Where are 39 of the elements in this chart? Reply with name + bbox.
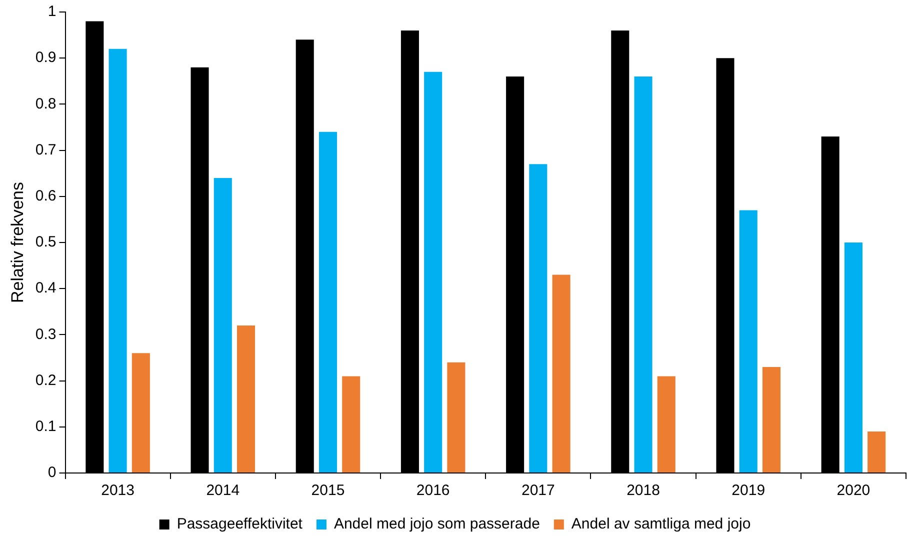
x-tick-label: 2015	[311, 482, 345, 500]
bar	[108, 48, 127, 472]
bar	[657, 376, 676, 472]
y-tick-label: 0	[48, 464, 56, 482]
y-tick-label: 0.1	[35, 418, 56, 436]
y-tick-label: 0.2	[35, 372, 56, 389]
x-tick-label: 2020	[836, 482, 870, 500]
y-tick-label: 0.6	[35, 188, 56, 205]
y-tick-label: 1	[48, 3, 56, 20]
y-axis-title: Relativ frekvens	[8, 182, 27, 303]
legend-label: Andel av samtliga med jojo	[571, 516, 751, 533]
x-tick-label: 2016	[416, 482, 450, 500]
bar	[424, 72, 442, 472]
x-tick-label: 2013	[101, 482, 134, 500]
y-tick-label: 0.5	[35, 234, 56, 251]
legend-label: Passageeffektivitet	[176, 516, 304, 533]
bar	[634, 76, 652, 472]
y-tick-label: 0.4	[35, 280, 56, 297]
bar	[868, 432, 886, 472]
bar	[762, 366, 780, 472]
bar	[552, 274, 570, 472]
x-tick-label: 2014	[206, 482, 240, 500]
y-tick-label: 0.7	[35, 141, 56, 158]
y-tick-label: 0.3	[35, 326, 56, 343]
bar	[529, 164, 548, 472]
x-tick-label: 2019	[732, 482, 766, 500]
legend-label: Andel med jojo som passerade	[334, 516, 540, 533]
y-tick-label: 0.9	[35, 49, 56, 66]
bar	[447, 362, 466, 472]
bar	[214, 178, 232, 472]
bar	[342, 376, 360, 472]
x-tick-label: 2018	[626, 482, 660, 500]
bar	[132, 353, 150, 472]
y-tick-label: 0.8	[35, 95, 56, 112]
x-tick-label: 2017	[521, 482, 555, 500]
bar	[844, 242, 862, 472]
bar	[318, 132, 338, 472]
bar	[739, 210, 758, 472]
bar	[236, 325, 256, 472]
